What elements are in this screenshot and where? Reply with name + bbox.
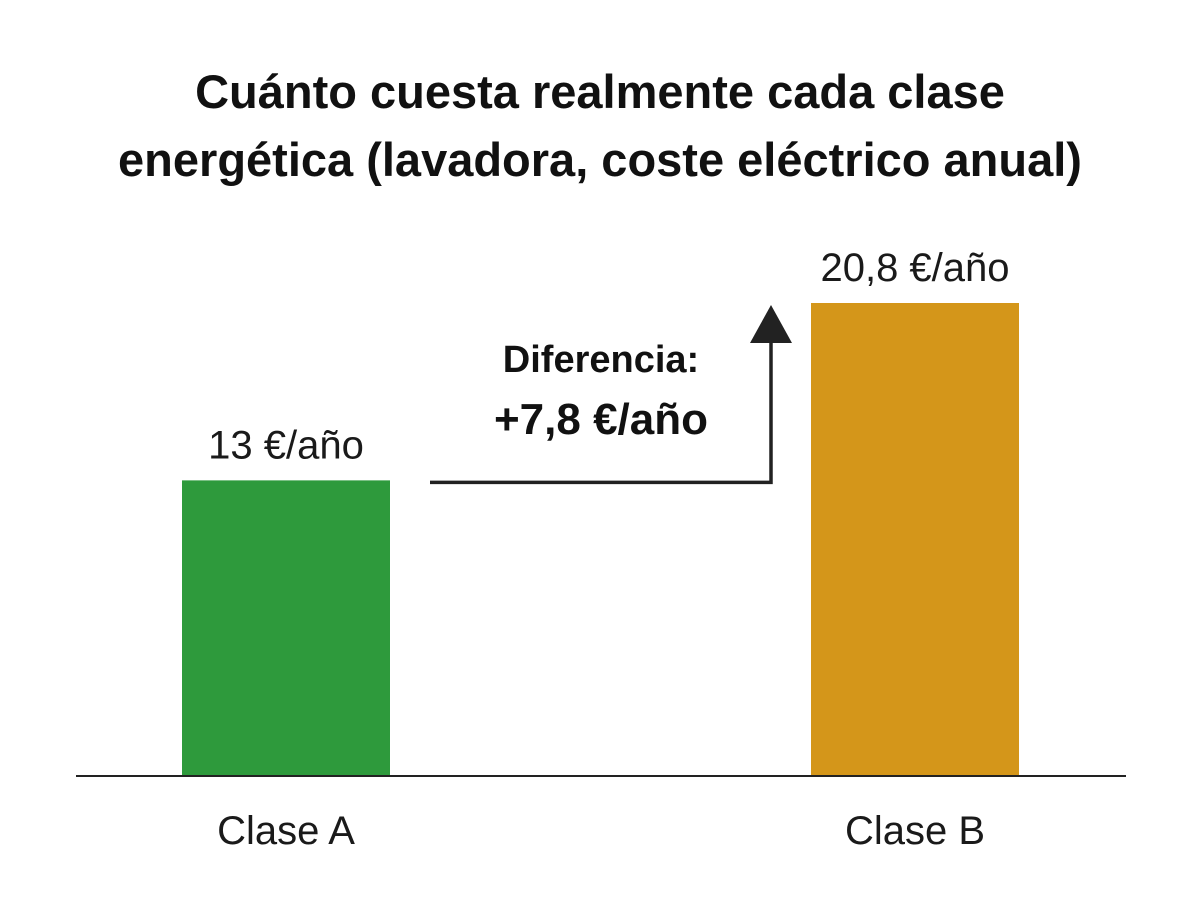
category-label-clase-b: Clase B <box>845 809 985 853</box>
difference-arrow-head <box>750 305 792 343</box>
value-label-clase-b: 20,8 €/año <box>820 246 1009 290</box>
value-labels-group: 13 €/año 20,8 €/año <box>208 246 1009 467</box>
chart-title-line-1: Cuánto cuesta realmente cada clase <box>195 65 1005 118</box>
category-labels-group: Clase A Clase B <box>217 809 985 853</box>
bars-group <box>182 303 1019 776</box>
difference-value: +7,8 €/año <box>494 395 708 444</box>
difference-annotation: Diferencia: +7,8 €/año <box>430 305 792 485</box>
chart-title: Cuánto cuesta realmente cada clase energ… <box>0 58 1200 194</box>
category-label-clase-a: Clase A <box>217 809 355 853</box>
bar-clase-a <box>182 480 390 776</box>
value-label-clase-a: 13 €/año <box>208 423 364 467</box>
bar-clase-b <box>811 303 1019 776</box>
difference-arrow-line <box>430 341 773 485</box>
difference-label: Diferencia: <box>503 339 699 381</box>
chart-title-line-2: energética (lavadora, coste eléctrico an… <box>118 133 1082 186</box>
